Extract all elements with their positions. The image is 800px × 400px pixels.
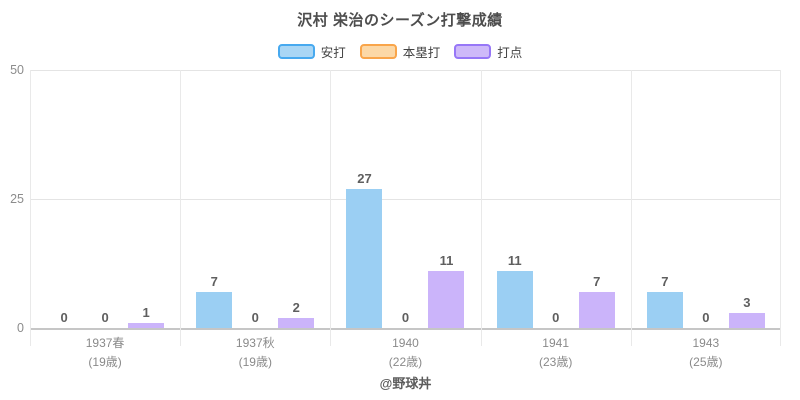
bar[interactable] (128, 322, 165, 328)
bar[interactable] (428, 271, 465, 328)
bar-value-label: 0 (60, 310, 68, 325)
plot-area: 0 0 1 7 0 2 27 0 11 11 0 7 7 0 3 (30, 69, 781, 346)
gridline (30, 198, 781, 200)
x-axis-category-label: 1943 (25歳) (631, 334, 781, 372)
category-gridline (330, 70, 332, 346)
bar-value-label: 0 (702, 310, 710, 325)
bar[interactable] (578, 291, 615, 328)
category-year: 1937春 (85, 336, 125, 350)
bar[interactable] (496, 271, 533, 328)
category-age: (23歳) (538, 355, 573, 369)
bar-group: 11 0 7 (481, 70, 631, 328)
category-year: 1940 (392, 336, 419, 350)
category-year: 1943 (692, 336, 720, 350)
bar-value-label: 27 (357, 170, 372, 186)
category-year: 1937秋 (235, 336, 275, 350)
bar-slot: 7 (196, 273, 233, 328)
category-year: 1941 (542, 336, 569, 350)
bar[interactable] (196, 291, 233, 328)
bar-value-label: 0 (552, 310, 560, 325)
bar-slot: 0 (688, 311, 724, 328)
category-age: (25歳) (689, 355, 723, 369)
legend-label: 本塁打 (402, 46, 441, 60)
bar-value-label: 2 (292, 299, 300, 315)
y-axis-tick-label: 25 (10, 192, 24, 206)
category-age: (22歳) (388, 355, 423, 369)
legend-swatch (277, 44, 315, 59)
bar-value-label: 11 (507, 253, 522, 269)
x-axis-category-label: 1937春 (19歳) (30, 334, 180, 372)
legend-label: 安打 (320, 46, 346, 60)
bar-value-label: 11 (439, 253, 454, 269)
category-age: (19歳) (88, 355, 122, 369)
bar-slot: 11 (428, 253, 465, 328)
x-axis-labels: 1937春 (19歳) 1937秋 (19歳) 1940 (22歳) 1941 (23歳) 19… (30, 334, 781, 372)
bar-value-label: 3 (743, 294, 751, 310)
bar[interactable] (728, 312, 765, 328)
x-axis-category-label: 1941 (23歳) (481, 334, 631, 372)
bar-slot: 7 (578, 273, 615, 328)
legend-item[interactable]: 本塁打 (359, 42, 441, 61)
category-gridline (630, 70, 632, 346)
bar-slot: 0 (87, 311, 123, 328)
chart-legend: 安打 本塁打 打点 (0, 42, 800, 61)
bar-value-label: 7 (593, 273, 601, 289)
y-axis-tick-label: 0 (17, 321, 24, 335)
bar-value-label: 0 (401, 310, 410, 325)
legend-item[interactable]: 安打 (277, 42, 346, 61)
bar-slot: 0 (46, 311, 82, 328)
gridline (30, 69, 781, 71)
bar-slot: 3 (728, 294, 765, 328)
bar[interactable] (278, 317, 315, 328)
bar-group: 27 0 11 (330, 70, 480, 328)
bar-slot: 11 (496, 253, 533, 328)
category-gridline (180, 70, 182, 346)
legend-label: 打点 (497, 46, 523, 60)
category-gridline (780, 70, 781, 346)
bar-group: 7 0 3 (631, 70, 781, 328)
legend-item[interactable]: 打点 (454, 42, 522, 61)
bar-value-label: 7 (210, 273, 218, 289)
y-axis-tick-label: 50 (10, 63, 24, 77)
bar-slot: 0 (237, 311, 273, 328)
bar-value-label: 7 (661, 273, 669, 289)
bar-value-label: 1 (142, 304, 150, 320)
legend-swatch (454, 44, 492, 59)
bar-slot: 0 (387, 311, 423, 328)
bar-slot: 27 (346, 170, 383, 328)
chart-title: 沢村 栄治のシーズン打撃成績 (297, 12, 503, 29)
x-axis-category-label: 1937秋 (19歳) (180, 334, 330, 372)
x-axis-category-label: 1940 (22歳) (330, 334, 480, 372)
legend-swatch (359, 44, 397, 59)
bar-slot: 7 (646, 273, 683, 328)
bar-slot: 1 (128, 304, 165, 328)
bar-value-label: 0 (101, 310, 109, 325)
bar-slot: 2 (278, 299, 315, 328)
category-gridline (480, 70, 482, 346)
bar-group: 0 0 1 (30, 70, 180, 328)
category-gridline (30, 70, 31, 346)
bar-value-label: 0 (251, 310, 259, 325)
bar[interactable] (346, 188, 383, 328)
bar-group: 7 0 2 (180, 70, 330, 328)
bar[interactable] (646, 291, 683, 328)
category-age: (19歳) (238, 355, 272, 369)
bar-slot: 0 (538, 311, 574, 328)
chart-footer-credit: @野球丼 (379, 376, 432, 391)
